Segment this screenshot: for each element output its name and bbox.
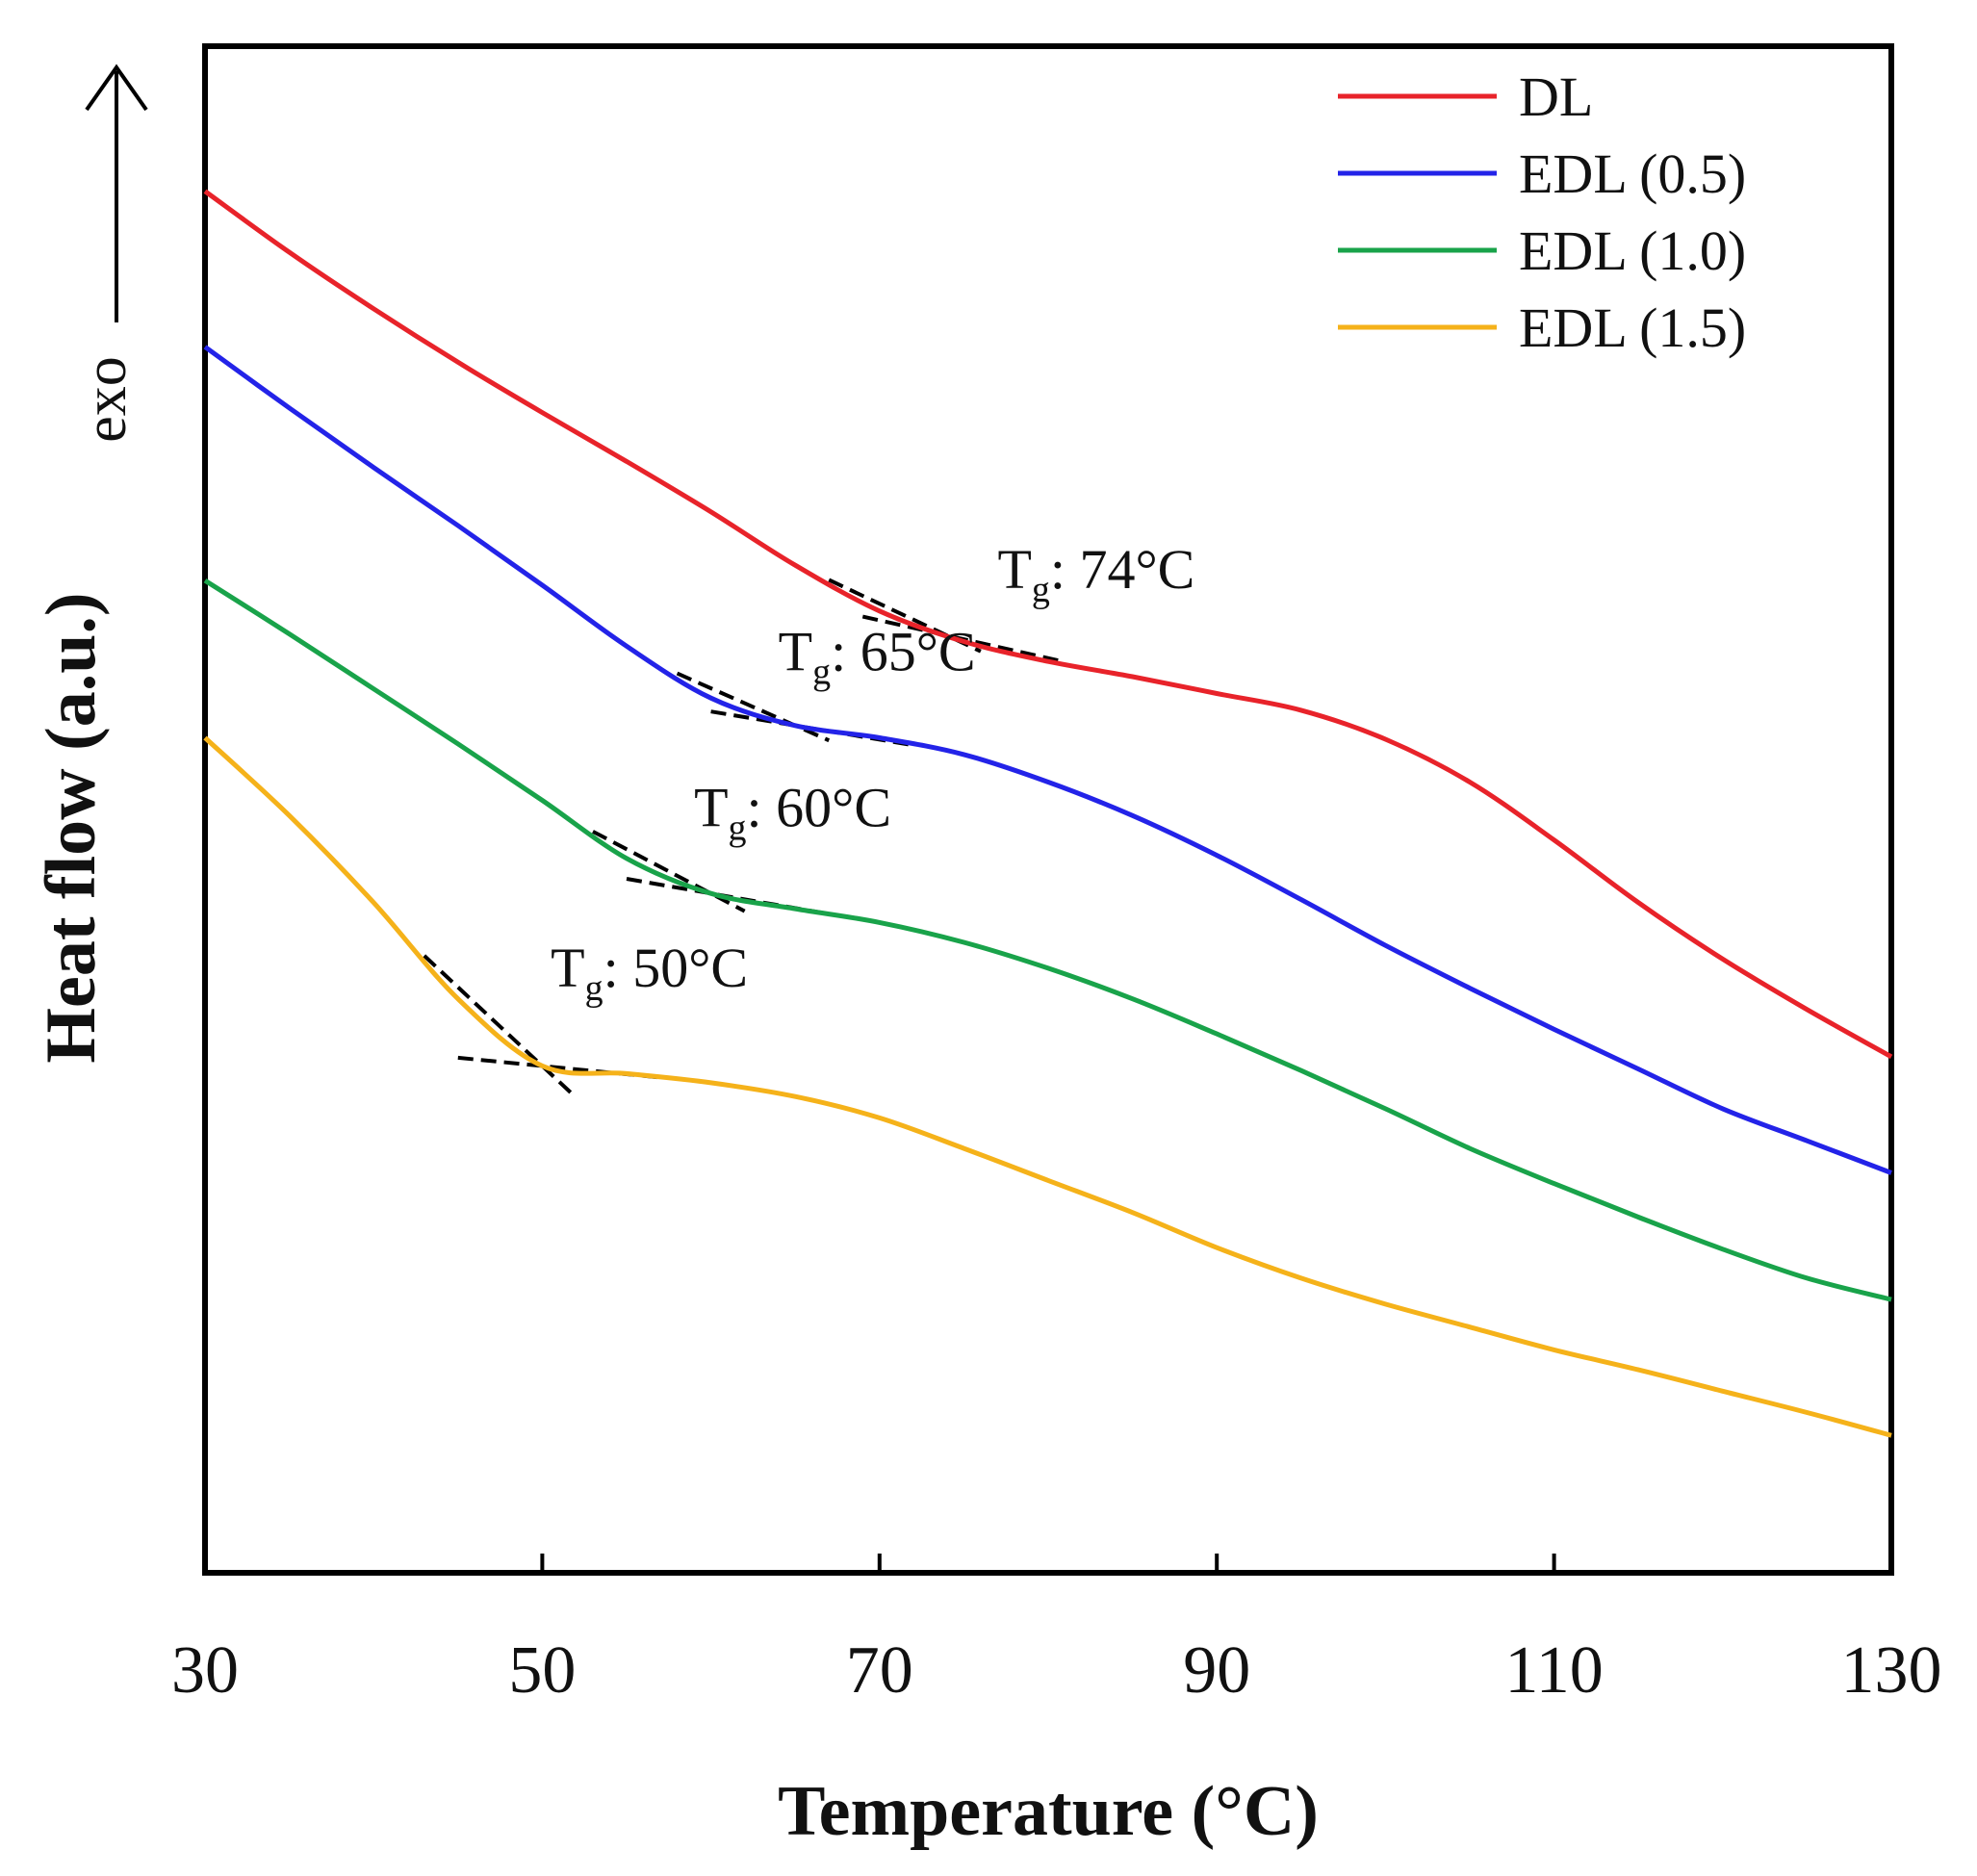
y-axis-title: Heat flow (a.u.)	[32, 592, 111, 1063]
tg-symbol: T	[694, 776, 728, 838]
tg-value: : 50°C	[603, 937, 749, 999]
tg-subscript: g	[729, 808, 747, 848]
tg-value: : 60°C	[747, 776, 892, 838]
tg-annotation-edl-1-5: Tg: 50°C	[551, 937, 748, 1009]
x-tick-label-110: 110	[1504, 1633, 1603, 1708]
x-tick-label-70: 70	[846, 1633, 913, 1708]
tangent-before-edl-1-5	[423, 954, 578, 1099]
tg-annotation-edl-1-0: Tg: 60°C	[694, 776, 891, 848]
x-tick-label-130: 130	[1841, 1633, 1942, 1708]
tg-symbol: T	[779, 621, 812, 683]
series-line-dl	[203, 189, 1893, 1060]
x-tick-label-50: 50	[508, 1633, 576, 1708]
legend-label-dl: DL	[1519, 65, 1593, 128]
tg-subscript: g	[585, 968, 603, 1009]
tangent-before-edl-1-0	[592, 830, 746, 913]
exo-direction-indicator: exo	[73, 64, 148, 443]
tg-annotation-edl-0-5: Tg: 65°C	[779, 621, 976, 693]
legend-label-edl-1-5: EDL (1.5)	[1519, 296, 1746, 359]
tangent-before-edl-0-5	[676, 671, 831, 743]
legend-label-edl-1-0: EDL (1.0)	[1519, 219, 1746, 282]
x-tick-label-30: 30	[171, 1633, 239, 1708]
tg-subscript: g	[1032, 570, 1050, 610]
exo-arrow-head-icon	[85, 64, 148, 112]
series-line-edl-0-5	[203, 345, 1892, 1175]
series-line-edl-1-5	[203, 735, 1892, 1438]
tg-value: : 74°C	[1050, 538, 1195, 601]
tg-subscript: g	[812, 653, 831, 693]
legend-label-edl-0-5: EDL (0.5)	[1519, 142, 1746, 205]
tg-symbol: T	[551, 937, 584, 999]
plot-frame	[202, 43, 1894, 1576]
x-tick-label-90: 90	[1183, 1633, 1250, 1708]
series-line-edl-1-0	[203, 578, 1892, 1302]
tg-value: : 65°C	[831, 621, 976, 683]
tg-symbol: T	[997, 538, 1031, 601]
tg-annotation-dl: Tg: 74°C	[997, 538, 1194, 610]
exo-label: exo	[73, 356, 139, 443]
x-axis-title: Temperature (°C)	[778, 1772, 1319, 1851]
